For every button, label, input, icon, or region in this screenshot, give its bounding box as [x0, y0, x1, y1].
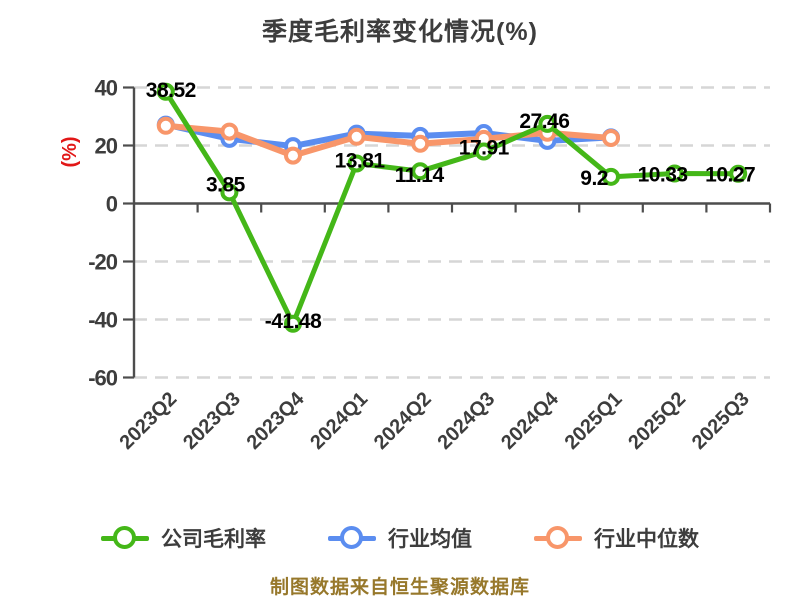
legend-marker-icon: [328, 525, 376, 551]
data-label: 3.85: [206, 173, 246, 196]
x-tick-label: 2025Q1: [561, 388, 627, 454]
series-line: [162, 122, 614, 159]
data-label: 27.46: [519, 110, 569, 133]
y-tick-label: 40: [95, 76, 118, 101]
legend-label: 行业均值: [388, 528, 472, 551]
data-point[interactable]: [220, 122, 239, 141]
data-source-note: 制图数据来自恒生聚源数据库: [269, 577, 530, 598]
y-tick-label: 20: [95, 134, 118, 159]
y-tick-label: -40: [88, 308, 118, 333]
x-tick-label: 2025Q3: [688, 388, 754, 454]
legend-label: 公司毛利率: [161, 528, 266, 551]
data-label: 11.14: [395, 164, 445, 187]
legend-circle-icon: [113, 526, 136, 549]
y-tick-label: -20: [88, 250, 118, 275]
data-point[interactable]: [220, 183, 239, 202]
x-tick-label: 2023Q3: [179, 388, 245, 454]
series-line: [163, 89, 741, 327]
data-point[interactable]: [156, 116, 175, 135]
data-labels: 38.52 3.85 -41.48 13.81 11.14 17.91 27.46 9.2 10…: [146, 79, 756, 333]
data-point[interactable]: [284, 146, 302, 165]
data-point[interactable]: [602, 128, 620, 147]
chart-legend: 公司毛利率 行业均值 行业中位数: [0, 519, 800, 557]
data-label: 38.52: [146, 79, 196, 102]
data-label: 10.27: [705, 164, 755, 187]
data-point[interactable]: [411, 134, 430, 153]
series-line: [162, 121, 614, 150]
data-point[interactable]: [411, 162, 430, 181]
y-axis: 40 20 0 -20 -40 -60: [88, 76, 136, 391]
legend-marker-icon: [101, 525, 149, 551]
x-tick-label: 2024Q2: [370, 388, 436, 454]
series-公司毛利率: [156, 82, 748, 333]
data-label: -41.48: [265, 310, 322, 333]
legend-circle-icon: [340, 526, 363, 549]
legend-item-公司毛利率[interactable]: 公司毛利率: [101, 523, 266, 553]
legend-label: 行业中位数: [594, 528, 699, 551]
data-point[interactable]: [729, 164, 748, 183]
legend-item-行业中位数[interactable]: 行业中位数: [534, 523, 699, 553]
x-tick-label: 2024Q3: [433, 388, 499, 454]
gridlines: [134, 86, 772, 379]
data-label: 10.33: [638, 164, 688, 187]
x-axis-labels: 2023Q22023Q32023Q42024Q12024Q22024Q32024…: [115, 387, 753, 454]
data-point[interactable]: [474, 142, 493, 161]
data-label: 13.81: [335, 149, 386, 172]
data-point[interactable]: [347, 154, 366, 173]
legend-circle-icon: [546, 526, 569, 549]
x-tick-label: 2023Q4: [243, 387, 310, 454]
y-tick-label: 0: [106, 192, 118, 217]
data-point[interactable]: [347, 127, 366, 146]
data-label: 17.91: [459, 137, 510, 160]
data-point[interactable]: [665, 164, 684, 183]
data-label: 9.2: [580, 167, 608, 190]
chart-title: 季度毛利率变化情况(%): [262, 18, 538, 46]
x-tick-label: 2024Q1: [306, 388, 372, 454]
x-tick-label: 2024Q4: [497, 387, 564, 454]
x-tick-label: 2025Q2: [624, 388, 690, 454]
y-tick-label: -60: [88, 366, 118, 391]
legend-marker-icon: [534, 525, 582, 551]
data-point[interactable]: [284, 314, 302, 333]
data-point[interactable]: [602, 167, 620, 186]
y-axis-unit-label: (%): [59, 136, 81, 167]
data-point[interactable]: [538, 114, 557, 133]
legend-item-行业均值[interactable]: 行业均值: [328, 523, 472, 553]
x-tick-label: 2023Q2: [115, 388, 181, 454]
data-point[interactable]: [156, 82, 175, 101]
